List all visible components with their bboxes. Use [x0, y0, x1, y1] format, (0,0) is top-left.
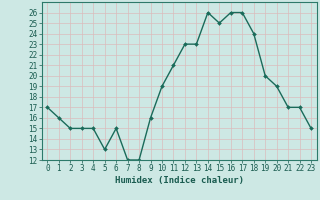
X-axis label: Humidex (Indice chaleur): Humidex (Indice chaleur)	[115, 176, 244, 185]
